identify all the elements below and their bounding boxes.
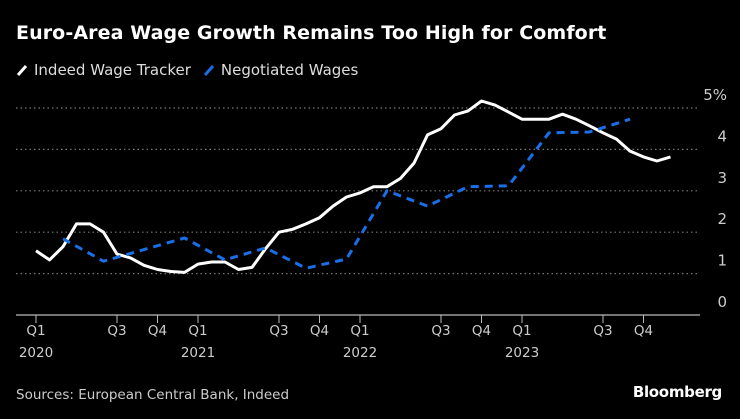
- series-line-indeed-wage-tracker: [35, 99, 671, 274]
- legend: Indeed Wage Tracker Negotiated Wages: [16, 61, 370, 79]
- x-tick-label: Q4: [634, 323, 653, 339]
- x-tick-label: Q3: [269, 323, 288, 339]
- x-tick-label: Q3: [107, 323, 126, 339]
- legend-label: Indeed Wage Tracker: [34, 61, 191, 79]
- x-tick-label: Q3: [431, 323, 450, 339]
- legend-item-negotiated: Negotiated Wages: [203, 61, 358, 79]
- x-tick-label: Q4: [472, 323, 491, 339]
- x-tick-year-label: 2023: [505, 345, 539, 361]
- bloomberg-logo: Bloomberg: [632, 383, 722, 401]
- source-note: Sources: European Central Bank, Indeed: [16, 387, 290, 403]
- x-tick-label: Q1: [350, 323, 369, 339]
- y-tick-label: 0: [717, 293, 727, 311]
- x-tick-year-label: 2020: [19, 345, 53, 361]
- x-tick-label: Q1: [188, 323, 207, 339]
- legend-label: Negotiated Wages: [220, 61, 359, 79]
- x-tick-label: Q1: [512, 323, 531, 339]
- y-tick-label: 3: [717, 169, 727, 187]
- x-tick-year-label: 2021: [181, 345, 215, 361]
- x-tick-label: Q4: [148, 323, 167, 339]
- y-tick-label: 5%: [703, 86, 727, 104]
- y-tick-label: 4: [717, 127, 727, 145]
- chart-title: Euro-Area Wage Growth Remains Too High f…: [16, 22, 607, 44]
- series-line-negotiated-wages: [62, 117, 631, 270]
- y-tick-label: 2: [717, 210, 727, 228]
- legend-item-indeed: Indeed Wage Tracker: [16, 61, 191, 79]
- y-tick-label: 1: [717, 252, 727, 270]
- legend-swatch-white-line-icon: [16, 65, 28, 76]
- x-tick-label: Q3: [593, 323, 612, 339]
- x-tick-year-label: 2022: [343, 345, 377, 361]
- x-tick-label: Q4: [310, 323, 329, 339]
- x-tick-label: Q1: [26, 323, 45, 339]
- legend-swatch-blue-line-icon: [203, 65, 215, 76]
